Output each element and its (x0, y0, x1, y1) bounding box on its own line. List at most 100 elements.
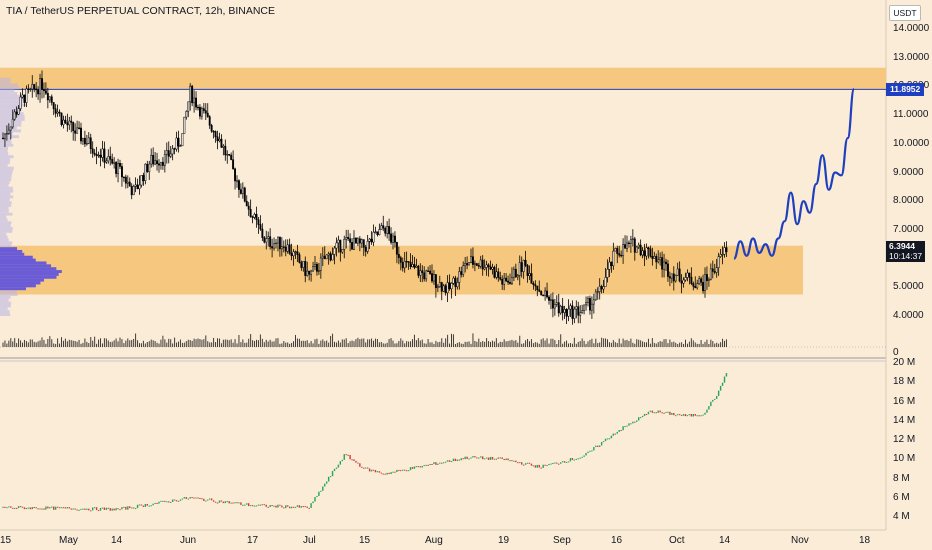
candle-body (494, 267, 495, 277)
candle-body (10, 127, 11, 130)
indicator-candle (78, 510, 79, 511)
indicator-candle (43, 509, 44, 510)
indicator-candle (681, 415, 682, 416)
currency-button[interactable]: USDT (889, 5, 921, 21)
indicator-candle (652, 411, 653, 413)
indicator-candle (636, 420, 637, 421)
indicator-candle (2, 507, 3, 508)
volume-bar (120, 338, 121, 347)
candle-body (441, 282, 442, 291)
candle-body (127, 182, 128, 183)
candle-body (30, 89, 31, 90)
volume-bar (646, 342, 647, 347)
candle-body (59, 112, 60, 113)
volume-bar (211, 342, 212, 347)
candle-body (229, 154, 230, 155)
volume-bar (619, 339, 620, 347)
indicator-candle (525, 463, 526, 465)
candle-body (367, 241, 368, 251)
volume-bar (531, 339, 532, 347)
candle-body (636, 247, 637, 252)
candle-body (603, 286, 604, 289)
candle-body (145, 164, 146, 181)
indicator-candle (303, 506, 304, 507)
indicator-candle (388, 473, 389, 474)
indicator-candle (527, 463, 528, 464)
volume-bar (726, 339, 727, 347)
volume-profile-bar (0, 144, 13, 147)
volume-bar (664, 339, 665, 347)
volume-bar (92, 341, 93, 347)
volume-bar (334, 342, 335, 347)
indicator-candle (611, 436, 612, 439)
indicator-candle (69, 507, 70, 508)
indicator-candle (139, 504, 140, 505)
candle-body (537, 286, 538, 290)
candle-body (336, 243, 337, 248)
indicator-candle (414, 467, 415, 469)
candle-body (646, 248, 647, 256)
volume-bar (205, 335, 206, 347)
volume-bar (550, 339, 551, 347)
indicator-candle (455, 459, 456, 461)
volume-bar (217, 338, 218, 347)
indicator-candle (622, 426, 623, 430)
volume-bar (660, 341, 661, 347)
indicator-axis-label: 14 M (893, 415, 915, 426)
indicator-candle (437, 464, 438, 465)
volume-bar (342, 339, 343, 347)
indicator-candle (599, 445, 600, 447)
volume-bar (379, 342, 380, 347)
indicator-candle (548, 464, 549, 465)
volume-bars (3, 333, 727, 347)
candle-body (338, 240, 339, 243)
candle-body (714, 271, 715, 272)
candle-body (256, 214, 257, 219)
volume-bar (283, 341, 284, 347)
volume-bar (309, 343, 310, 347)
indicator-candle (630, 423, 631, 424)
volume-profile-bar (0, 250, 22, 253)
indicator-candle (369, 468, 370, 471)
indicator-candle (539, 465, 540, 468)
volume-bar (437, 342, 438, 347)
indicator-candle (619, 430, 620, 432)
indicator-candle (277, 505, 278, 508)
candle-body (18, 109, 19, 115)
indicator-candle (492, 457, 493, 460)
candle-body (593, 300, 594, 304)
candle-body (398, 254, 399, 257)
projection-path[interactable] (734, 89, 854, 258)
candle-body (474, 264, 475, 265)
candle-body (139, 185, 140, 189)
volume-bar (225, 339, 226, 347)
indicator-candle (390, 472, 391, 474)
candle-body (402, 262, 403, 268)
volume-profile-bar (0, 236, 8, 239)
candle-body (35, 89, 36, 90)
indicator-candle (115, 508, 116, 510)
indicator-candle (519, 462, 520, 463)
volume-profile-bar (0, 305, 11, 308)
candle-body (564, 309, 565, 312)
candle-body (234, 169, 235, 181)
candle-body (104, 149, 105, 162)
candle-body (203, 109, 204, 111)
indicator-candle (236, 502, 237, 503)
candle-body (289, 245, 290, 254)
indicator-candle (583, 455, 584, 456)
indicator-candle (531, 464, 532, 466)
indicator-candle (695, 414, 696, 416)
candle-body (480, 260, 481, 266)
candle-body (353, 238, 354, 249)
volume-bar (254, 341, 255, 347)
volume-bar (36, 342, 37, 347)
resistance-zone[interactable] (0, 68, 886, 90)
volume-bar (53, 343, 54, 347)
indicator-candle (626, 426, 627, 427)
support-zone[interactable] (0, 246, 803, 295)
indicator-candle (394, 472, 395, 473)
volume-bar (94, 337, 95, 347)
indicator-candle (244, 505, 245, 506)
